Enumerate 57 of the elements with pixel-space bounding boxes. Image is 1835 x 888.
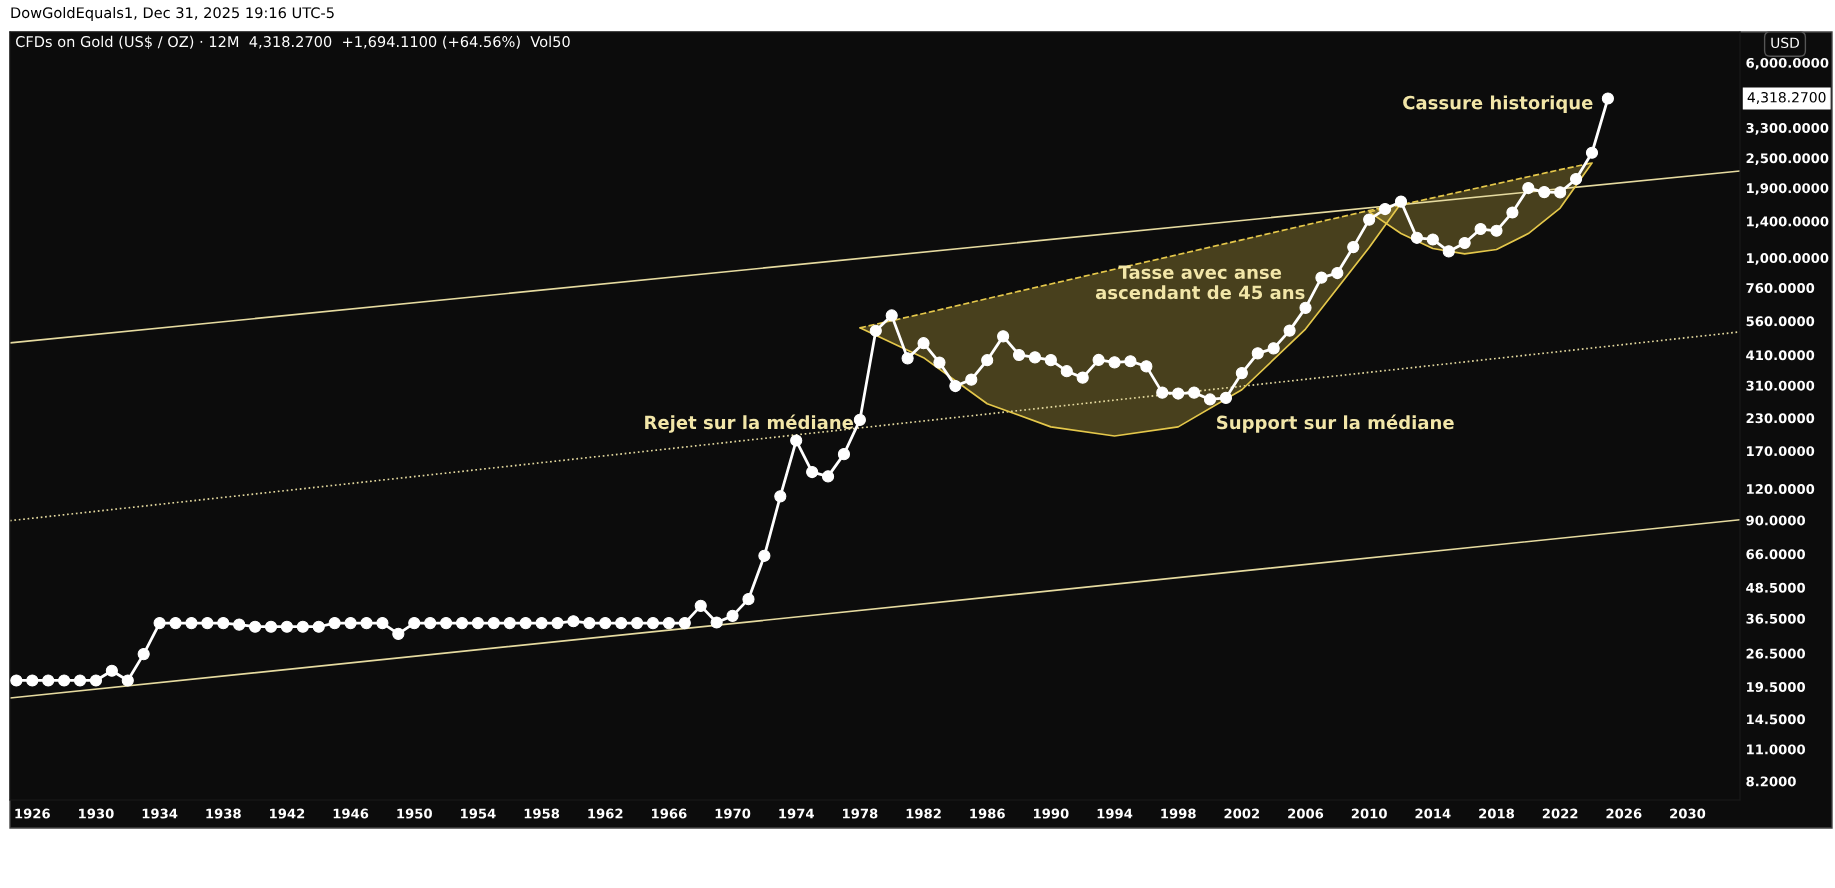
y-tick-label: 14.5000 (1747, 714, 1806, 725)
y-tick-label: 1,900.0000 (1747, 183, 1829, 195)
x-tick-label: 1938 (206, 808, 241, 819)
x-tick-label: 2006 (1288, 808, 1324, 819)
x-tick-label: 1958 (524, 808, 560, 819)
x-tick-label: 1970 (715, 808, 751, 819)
x-tick-label: 1990 (1033, 808, 1069, 819)
y-tick-label: 36.5000 (1746, 613, 1806, 624)
x-tick-label: 1986 (970, 808, 1005, 819)
y-tick-label: 66.0000 (1746, 549, 1806, 560)
y-tick-label: 310.0000 (1746, 380, 1815, 391)
annotation: Cassure historique (1403, 95, 1593, 113)
x-tick-label: 1966 (652, 808, 687, 819)
text: USD (1771, 37, 1800, 49)
y-tick-label: 2,500.0000 (1746, 153, 1829, 165)
y-tick-label: 560.0000 (1746, 316, 1815, 327)
x-tick-label: 1982 (906, 808, 941, 819)
x-tick-label: 1978 (843, 808, 878, 819)
chart-title: CFDs on Gold (US$ / OZ) · 12M 4,318.2700 +1,694.1100 (+64.56%) Vol50 (16, 35, 570, 50)
y-tick-label: 48.5000 (1746, 582, 1806, 593)
x-tick-label: 2002 (1224, 808, 1260, 819)
x-tick-label: 1954 (461, 808, 496, 819)
y-tick-label: 11.0000 (1747, 744, 1806, 755)
x-tick-label: 2014 (1415, 808, 1451, 819)
annotation: Rejet sur la médiane (645, 414, 854, 433)
y-tick-label: 170.0000 (1747, 446, 1815, 457)
x-tick-label: 1930 (79, 808, 114, 819)
y-tick-label: 8.2000 (1746, 776, 1796, 787)
x-tick-label: 1998 (1161, 808, 1196, 819)
y-tick-label: 760.0000 (1746, 282, 1815, 293)
x-tick-label: 2022 (1542, 808, 1578, 819)
x-tick-label: 1942 (270, 808, 305, 819)
y-tick-label: 26.5000 (1746, 648, 1806, 659)
x-tick-label: 1946 (333, 808, 369, 819)
text: 4,318.2700 (1747, 92, 1826, 104)
y-tick-label: 230.0000 (1746, 413, 1815, 424)
x-tick-label: 2026 (1606, 808, 1642, 819)
x-tick-label: 1934 (142, 808, 178, 819)
x-tick-label: 1962 (588, 808, 623, 819)
x-tick-label: 2030 (1670, 808, 1706, 819)
y-tick-label: 1,400.0000 (1747, 216, 1829, 229)
x-tick-label: 1950 (397, 808, 432, 819)
y-tick-label: 19.5000 (1747, 682, 1806, 693)
x-tick-label: 2018 (1479, 808, 1515, 819)
x-tick-label: 1994 (1097, 808, 1133, 819)
y-tick-label: 410.0000 (1746, 350, 1815, 361)
y-tick-label: 1,000.0000 (1747, 253, 1829, 265)
x-tick-label: 1926 (15, 808, 50, 819)
y-tick-label: 3,300.0000 (1746, 123, 1829, 135)
y-tick-label: 120.0000 (1747, 484, 1815, 495)
y-tick-label: 90.0000 (1746, 515, 1806, 526)
text: DowGoldEquals1, Dec 31, 2025 19:16 UTC-5 (11, 6, 334, 22)
x-tick-label: 2010 (1351, 808, 1387, 819)
annotation: Tasse avec anse ascendant de 45 ans (1095, 265, 1305, 300)
annotation: Support sur la médiane (1217, 414, 1454, 433)
x-tick-label: 1974 (779, 808, 814, 819)
y-tick-label: 6,000.0000 (1746, 57, 1829, 70)
